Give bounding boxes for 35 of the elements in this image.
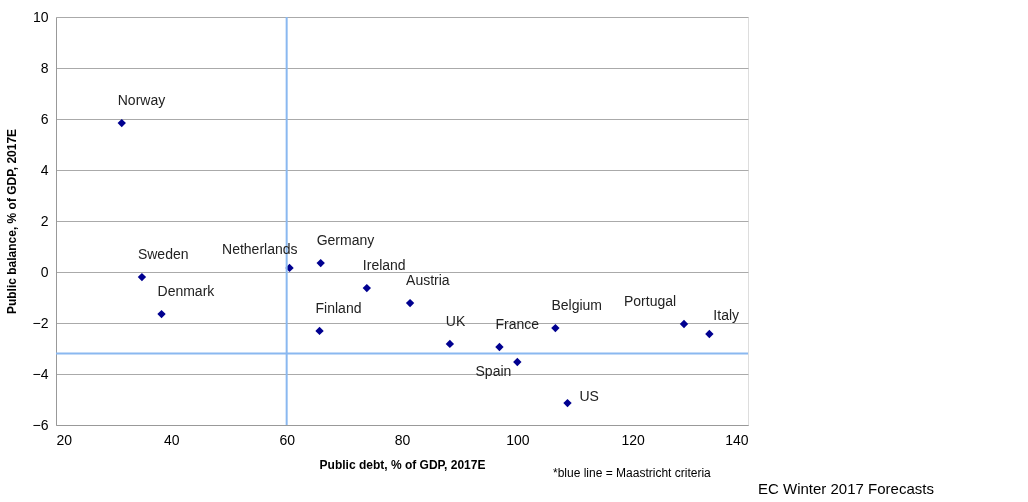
y-tick-label: 6 [40,110,49,127]
y-tick-label: 4 [40,161,49,178]
x-tick-label: 140 [725,431,749,448]
annotation: US [579,388,599,405]
text: *blue line = Maastricht criteria [553,466,712,480]
annotation: Belgium [551,297,602,314]
x-axis-title: Public debt, % of GDP, 2017E [319,457,486,472]
y-tick-label: 8 [40,59,49,76]
y-axis-title: Public balance, % of GDP, 2017E [4,128,19,315]
annotation: Sweden [137,246,189,263]
annotation: Germany [316,232,375,249]
text: EC Winter 2017 Forecasts [758,480,934,497]
annotation: Austria [406,272,450,289]
y-tick-label: 10 [32,8,49,25]
annotation: Portugal [623,293,677,310]
x-tick-label: 80 [394,431,411,448]
annotation: Italy [713,306,740,323]
annotation: Norway [117,92,166,109]
x-tick-label: 100 [506,431,530,448]
x-tick-label: 40 [164,431,180,448]
y-tick-label: 2 [40,212,49,229]
annotation: France [495,315,540,332]
annotation: Ireland [362,257,406,274]
annotation: Finland [315,299,362,316]
y-tick-label: −4 [32,365,49,382]
y-tick-label: −2 [32,314,49,331]
x-tick-label: 120 [621,431,646,448]
annotation: Denmark [157,283,216,300]
x-tick-label: 60 [279,431,296,448]
x-tick-label: 20 [56,431,73,448]
y-tick-label: 0 [40,263,49,280]
annotation: Spain [475,363,512,380]
annotation: Netherlands [222,240,298,257]
y-tick-label: −6 [32,416,49,433]
annotation: UK [445,312,466,329]
